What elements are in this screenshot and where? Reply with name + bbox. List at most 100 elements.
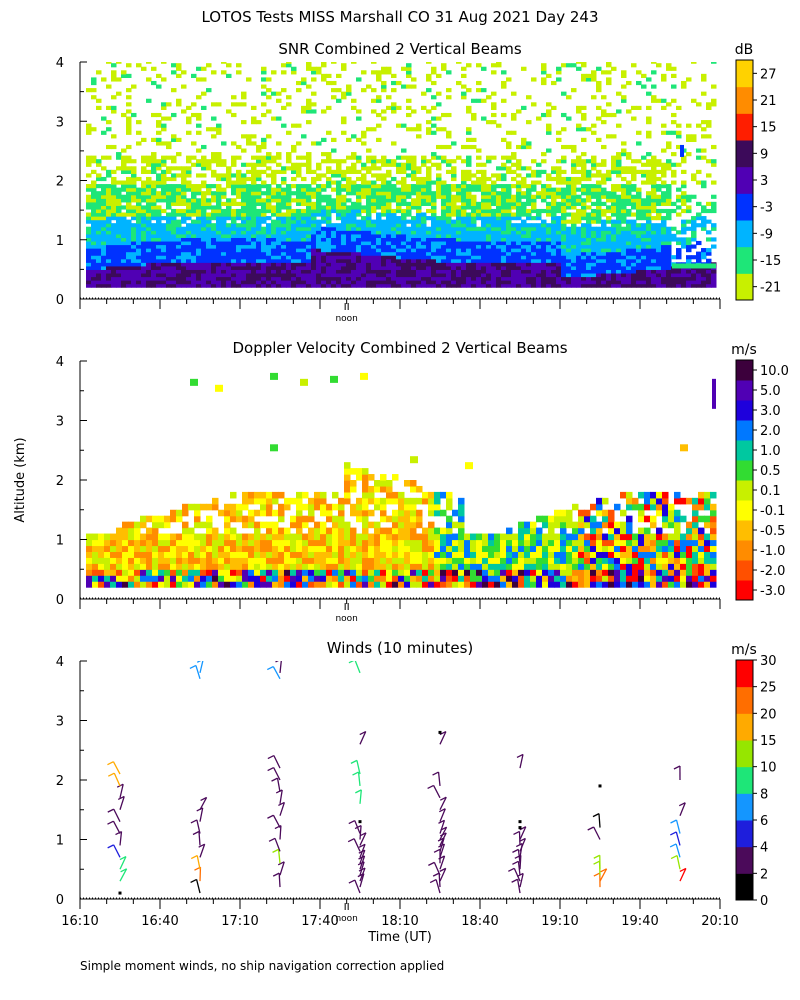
snr-cell [331,276,337,281]
snr-cell [401,276,407,281]
snr-cell [661,272,667,278]
snr-cell [616,155,622,160]
snr-cell [231,230,237,235]
snr-cell [476,272,482,278]
snr-cell [221,62,227,64]
velocity-cell [140,545,147,552]
snr-cell [666,166,672,171]
snr-cell [571,212,577,217]
snr-cell [321,198,327,203]
snr-cell [451,176,457,182]
snr-cell [306,62,312,64]
snr-cell [356,233,362,238]
velocity-cell [218,581,225,588]
snr-cell [521,205,527,210]
velocity-cell [230,581,237,588]
snr-cell [236,194,242,199]
snr-cell [236,233,242,238]
snr-cell [206,248,212,253]
snr-cell [351,283,357,288]
velocity-cell [290,497,297,505]
snr-cell [516,262,522,267]
snr-cell [421,194,427,199]
snr-cell [246,184,252,189]
snr-cell [421,216,427,221]
snr-cell [631,223,637,228]
snr-cell [581,191,587,196]
snr-cell [151,280,157,285]
snr-cell [366,201,372,206]
snr-cell [156,123,162,128]
snr-cell [386,198,392,203]
snr-cell [621,70,627,75]
snr-cell [286,226,292,231]
snr-cell [501,98,507,103]
snr-cell [666,194,672,199]
snr-cell [406,248,412,253]
snr-cell [101,208,107,214]
snr-cell [106,201,112,206]
snr-cell [206,237,212,242]
snr-cell [661,248,667,253]
snr-cell [466,248,472,253]
snr-cell [326,152,332,157]
snr-cell [236,265,242,270]
snr-cell [486,219,492,224]
snr-cell [426,194,432,199]
snr-cell [151,272,157,278]
snr-cell [351,226,357,231]
snr-cell [511,272,517,278]
velocity-cell [170,581,177,588]
snr-cell [436,223,442,228]
snr-cell [566,240,572,246]
snr-cell [656,255,662,260]
snr-cell [301,176,307,182]
snr-cell [301,237,307,242]
snr-cell [181,265,187,270]
snr-cell [631,240,637,246]
snr-cell [141,258,147,263]
snr-cell [316,251,322,256]
snr-cell [516,212,522,217]
snr-cell [276,201,282,206]
snr-cell [161,176,167,182]
snr-cell [421,280,427,285]
snr-cell [501,80,507,86]
snr-cell [131,258,137,263]
snr-cell [151,248,157,253]
snr-cell [226,233,232,238]
snr-cell [356,159,362,164]
snr-cell [551,244,557,249]
snr-cell [286,205,292,210]
snr-cell [96,212,102,217]
snr-cell [581,244,587,249]
snr-cell [486,216,492,221]
snr-cell [471,276,477,281]
snr-cell [206,244,212,249]
snr-cell [216,191,222,196]
snr-cell [101,248,107,253]
snr-cell [646,159,652,164]
snr-cell [621,205,627,210]
velocity-cell [92,557,99,564]
snr-cell [646,176,652,182]
snr-cell [191,276,197,281]
snr-cell [151,169,157,174]
snr-cell [126,102,132,107]
snr-cell [306,255,312,260]
snr-cell [216,201,222,206]
snr-cell [591,280,597,285]
snr-cell [616,258,622,263]
snr-cell [651,159,657,164]
snr-cell [121,148,127,153]
snr-cell [406,269,412,274]
snr-cell [451,223,457,228]
snr-cell [191,212,197,217]
snr-cell [386,95,392,100]
snr-cell [231,141,237,146]
snr-cell [651,233,657,238]
snr-cell [581,198,587,203]
snr-cell [331,198,337,203]
snr-cell [371,244,377,249]
snr-cell [666,102,672,107]
